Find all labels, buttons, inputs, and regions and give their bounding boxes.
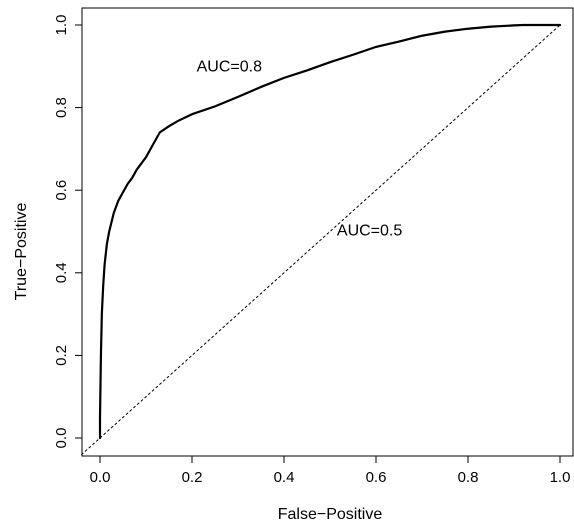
y-axis-title: True−Positive: [13, 203, 30, 301]
x-tick-label: 0.6: [366, 469, 387, 486]
y-tick-label: 0.2: [53, 345, 70, 366]
auc-annotation-label: AUC=0.8: [197, 58, 262, 75]
annotation-layer: AUC=0.8 AUC=0.5: [197, 58, 403, 239]
series-layer: [81, 23, 562, 456]
y-tick-label: 1.0: [53, 15, 70, 36]
y-tick-label: 0.8: [53, 97, 70, 118]
axes-frame: [81, 7, 574, 457]
diagonal-reference-line: [81, 24, 561, 456]
x-tick-label: 0.2: [182, 469, 203, 486]
x-axis-title: False−Positive: [278, 506, 383, 523]
auc-annotation-label: AUC=0.5: [337, 223, 402, 240]
y-axis: 0.0 0.2 0.4 0.6 0.8 1.0: [53, 15, 82, 449]
y-tick-label: 0.0: [53, 428, 70, 449]
x-axis: 0.0 0.2 0.4 0.6 0.8 1.0: [90, 456, 571, 486]
y-tick-label: 0.4: [53, 262, 70, 283]
x-tick-label: 0.0: [90, 469, 111, 486]
y-tick-label: 0.6: [53, 180, 70, 201]
x-tick-label: 0.4: [274, 469, 295, 486]
plot-box: [81, 7, 574, 457]
roc-curve-line: [98, 23, 562, 440]
x-tick-label: 1.0: [550, 469, 571, 486]
x-tick-label: 0.8: [458, 469, 479, 486]
